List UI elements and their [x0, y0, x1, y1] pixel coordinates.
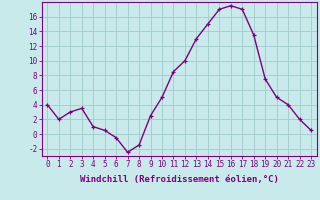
X-axis label: Windchill (Refroidissement éolien,°C): Windchill (Refroidissement éolien,°C) [80, 175, 279, 184]
